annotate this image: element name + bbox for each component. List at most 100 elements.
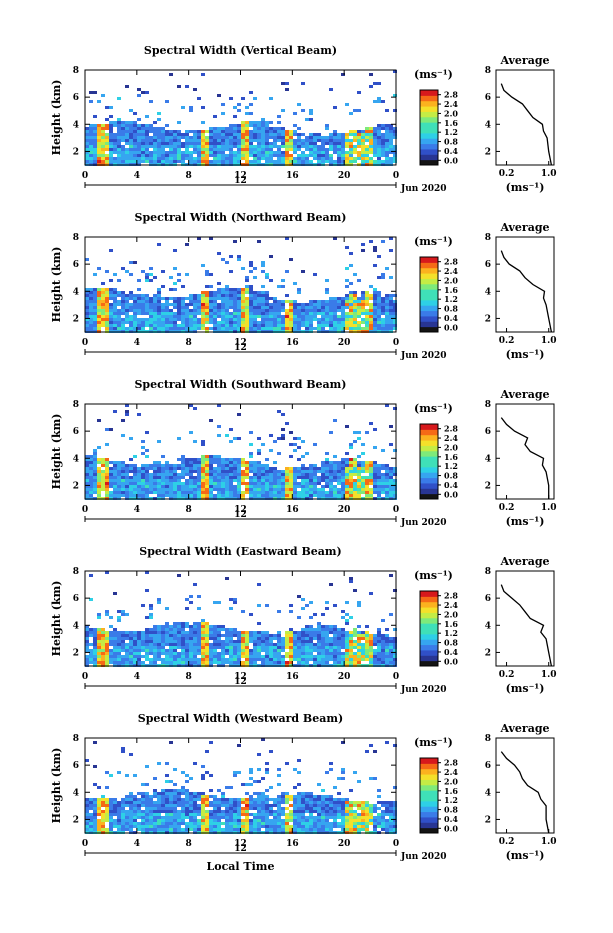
heatmap-cell	[325, 485, 329, 488]
heatmap-cell	[113, 306, 117, 309]
heatmap-cell	[309, 467, 313, 470]
heatmap-cell	[141, 631, 145, 634]
heatmap-cell	[213, 136, 217, 139]
heatmap-cell	[85, 476, 89, 479]
heatmap-cell	[373, 655, 377, 658]
heatmap-cell	[253, 306, 257, 309]
x-tick-label: 0	[82, 672, 88, 682]
heatmap-cell	[137, 303, 141, 306]
heatmap-cell	[97, 470, 101, 473]
heatmap-cell	[225, 127, 229, 130]
heatmap-cell	[225, 309, 229, 312]
heatmap-cell	[205, 488, 209, 491]
heatmap-cell	[109, 324, 113, 327]
heatmap-cell	[177, 622, 181, 625]
heatmap-cell	[345, 661, 349, 664]
heatmap-cell	[213, 154, 217, 157]
heatmap-cell	[217, 652, 221, 655]
heatmap-cell	[369, 306, 373, 309]
heatmap-cell	[161, 270, 165, 273]
average-y-tick-label: 2	[485, 314, 491, 324]
heatmap-cell	[313, 494, 317, 497]
heatmap-cell	[309, 479, 313, 482]
heatmap-cell	[353, 300, 357, 303]
heatmap-cell	[309, 327, 313, 330]
heatmap-cell	[221, 303, 225, 306]
heatmap-cell	[205, 649, 209, 652]
heatmap-cell	[293, 306, 297, 309]
heatmap-cell	[165, 154, 169, 157]
heatmap-cell	[233, 294, 237, 297]
heatmap-cell	[177, 574, 181, 577]
heatmap-cell	[165, 637, 169, 640]
average-y-tick-label: 6	[485, 594, 491, 604]
heatmap-cell	[229, 491, 233, 494]
heatmap-cell	[97, 807, 101, 810]
heatmap-cell	[293, 300, 297, 303]
heatmap-cell	[329, 88, 333, 91]
heatmap-cell	[193, 151, 197, 154]
heatmap-cell	[385, 327, 389, 330]
heatmap-cell	[305, 470, 309, 473]
heatmap-cell	[277, 485, 281, 488]
heatmap-cell	[361, 467, 365, 470]
heatmap-cell	[201, 619, 205, 622]
heatmap-cell	[341, 306, 345, 309]
heatmap-cell	[281, 127, 285, 130]
heatmap-cell	[101, 136, 105, 139]
heatmap-cell	[361, 655, 365, 658]
heatmap-cell	[129, 822, 133, 825]
heatmap-cell	[197, 795, 201, 798]
heatmap-cell	[145, 142, 149, 145]
heatmap-cell	[345, 285, 349, 288]
heatmap-cell	[93, 828, 97, 831]
heatmap-cell	[265, 300, 269, 303]
heatmap-cell	[241, 473, 245, 476]
heatmap-cell	[369, 85, 373, 88]
heatmap-cell	[169, 634, 173, 637]
heatmap-cell	[269, 658, 273, 661]
heatmap-cell	[133, 139, 137, 142]
heatmap-cell	[149, 327, 153, 330]
heatmap-cell	[185, 482, 189, 485]
heatmap-cell	[281, 413, 285, 416]
heatmap-cell	[293, 631, 297, 634]
heatmap-cell	[305, 485, 309, 488]
heatmap-cell	[97, 309, 101, 312]
heatmap-cell	[381, 476, 385, 479]
heatmap-cell	[385, 485, 389, 488]
heatmap-cell	[85, 816, 89, 819]
heatmap-cell	[117, 494, 121, 497]
heatmap-cell	[385, 488, 389, 491]
heatmap-cell	[113, 640, 117, 643]
heatmap-cell	[205, 458, 209, 461]
heatmap-cell	[125, 312, 129, 315]
heatmap-cell	[333, 476, 337, 479]
heatmap-cell	[373, 303, 377, 306]
heatmap-cell	[301, 133, 305, 136]
heatmap-cell	[161, 485, 165, 488]
heatmap-cell	[369, 285, 373, 288]
heatmap-cell	[361, 148, 365, 151]
heatmap-cell	[221, 136, 225, 139]
heatmap-cell	[333, 133, 337, 136]
heatmap-cell	[217, 142, 221, 145]
heatmap-cell	[277, 127, 281, 130]
heatmap-cell	[277, 646, 281, 649]
heatmap-cell	[137, 94, 141, 97]
heatmap-cell	[129, 318, 133, 321]
panel-title: Spectral Width (Westward Beam)	[138, 712, 343, 725]
heatmap-cell	[229, 324, 233, 327]
heatmap-cell	[261, 482, 265, 485]
heatmap-cell	[237, 461, 241, 464]
heatmap-cell	[189, 109, 193, 112]
heatmap-cell	[321, 327, 325, 330]
panel-2: Spectral Width (Northward Beam)2468Heigh…	[50, 211, 557, 361]
heatmap-cell	[341, 491, 345, 494]
heatmap-cell	[89, 813, 93, 816]
heatmap-cell	[361, 306, 365, 309]
heatmap-cell	[369, 297, 373, 300]
heatmap-cell	[277, 306, 281, 309]
heatmap-cell	[341, 151, 345, 154]
heatmap-cell	[165, 473, 169, 476]
